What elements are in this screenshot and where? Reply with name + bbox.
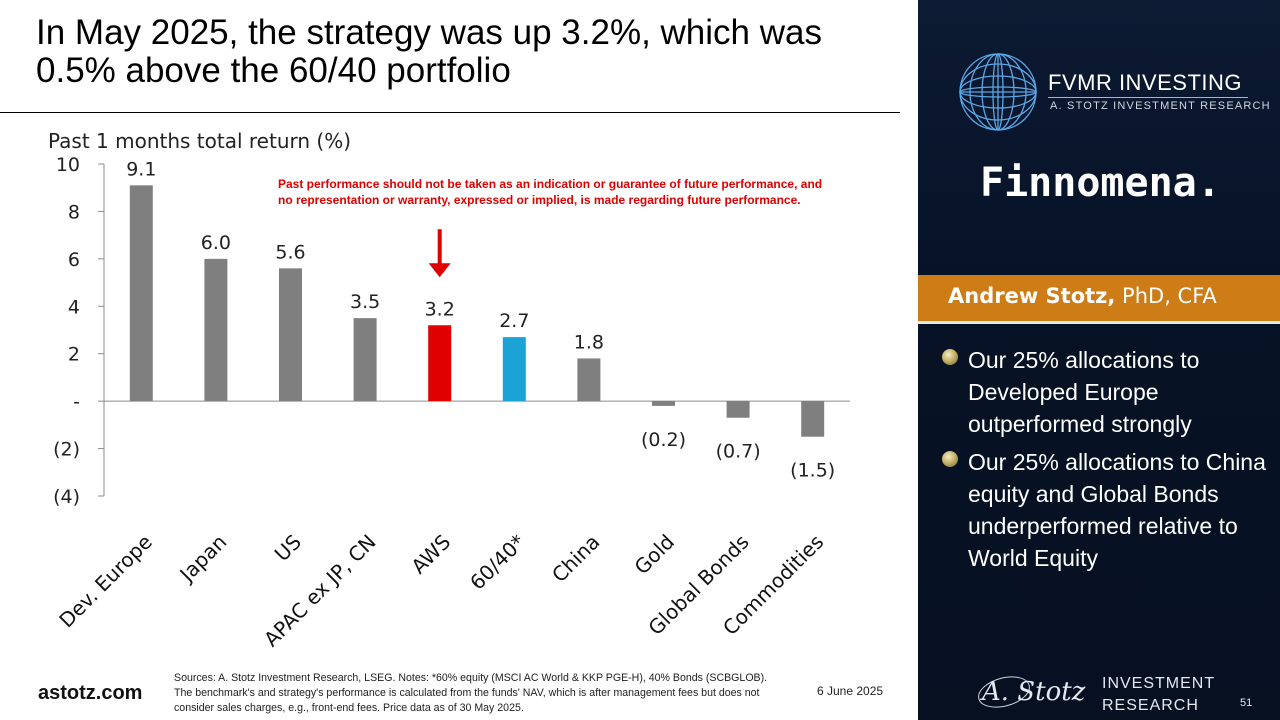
partner-logo: Finnomena. (980, 160, 1221, 206)
data-label: 9.1 (126, 158, 156, 180)
bar-chart: Past 1 months total return (%) Past perf… (48, 129, 850, 651)
disclaimer-line-1: Past performance should not be taken as … (278, 177, 822, 191)
data-label: 1.8 (574, 331, 604, 353)
presenter-band: Andrew Stotz, PhD, CFA (918, 275, 1280, 321)
bar-us (279, 268, 302, 402)
data-label: (1.5) (790, 460, 835, 482)
bar-china (577, 358, 601, 402)
presenter-name-bold: Andrew Stotz, (948, 284, 1116, 308)
website-label: astotz.com (38, 682, 143, 704)
y-tick-label: (4) (53, 486, 80, 508)
data-label: 6.0 (201, 232, 231, 254)
bar-commodities (801, 401, 825, 437)
bar-global-bonds (726, 401, 750, 418)
bullet-icon (942, 349, 958, 365)
category-label: AWS (406, 530, 455, 579)
y-tick-label: (2) (53, 439, 80, 461)
bullet-text: Our 25% allocations to Developed Europe … (968, 347, 1200, 437)
presenter-name: Andrew Stotz, PhD, CFA (948, 284, 1217, 308)
bar-dev-europe (129, 185, 153, 402)
y-tick-label: 10 (56, 154, 80, 176)
presenter-divider (918, 321, 1280, 324)
y-tick-label: - (73, 391, 80, 413)
data-label: 3.2 (425, 298, 455, 320)
signature-logo-icon: A. Stotz (978, 676, 1086, 708)
data-label: (0.7) (716, 441, 761, 463)
bar-aws (428, 325, 452, 402)
signature-text: A. Stotz (980, 677, 1086, 707)
chart-subtitle: Past 1 months total return (%) (48, 129, 351, 153)
footer-brand-line-1: INVESTMENT (1102, 675, 1216, 692)
highlight-arrow-icon (428, 263, 451, 278)
bar-apac-ex-jp-cn (353, 318, 377, 402)
y-tick-label: 2 (68, 344, 80, 366)
bullet-text: Our 25% allocations to China equity and … (968, 449, 1266, 571)
report-date: 6 June 2025 (817, 684, 884, 698)
category-label: China (547, 530, 604, 587)
data-label: 5.6 (275, 241, 305, 263)
category-label: Gold (630, 530, 679, 579)
y-tick-label: 6 (68, 249, 80, 271)
brand-divider (1048, 97, 1248, 98)
side-panel: FVMR INVESTING A. STOTZ INVESTMENT RESEA… (918, 0, 1280, 720)
category-label: US (270, 530, 306, 566)
bullet-icon (942, 451, 958, 467)
brand-tagline: A. STOTZ INVESTMENT RESEARCH (1050, 100, 1271, 112)
globe-logo-icon (959, 53, 1037, 131)
disclaimer-line-2: no representation or warranty, expressed… (278, 193, 801, 207)
title-divider (0, 112, 900, 113)
presenter-credentials: PhD, CFA (1115, 284, 1217, 308)
sources-note: Sources: A. Stotz Investment Research, L… (174, 672, 768, 714)
category-label: 60/40* (465, 530, 530, 595)
y-tick-label: 8 (68, 201, 80, 223)
data-label: (0.2) (641, 429, 686, 451)
bar-60-40 (502, 337, 526, 402)
footer-brand-line-2: RESEARCH (1102, 697, 1199, 714)
footer-brand: INVESTMENT RESEARCH (1102, 673, 1215, 717)
brand-name: FVMR INVESTING (1048, 70, 1243, 95)
page-number: 51 (1240, 697, 1253, 709)
slide-title: In May 2025, the strategy was up 3.2%, w… (36, 13, 822, 90)
category-label: Dev. Europe (54, 530, 157, 633)
data-label: 2.7 (499, 310, 529, 332)
bar-japan (204, 258, 228, 402)
y-tick-label: 4 (68, 296, 80, 318)
category-label: Japan (174, 530, 232, 588)
data-label: 3.5 (350, 291, 380, 313)
bar-gold (652, 401, 675, 406)
